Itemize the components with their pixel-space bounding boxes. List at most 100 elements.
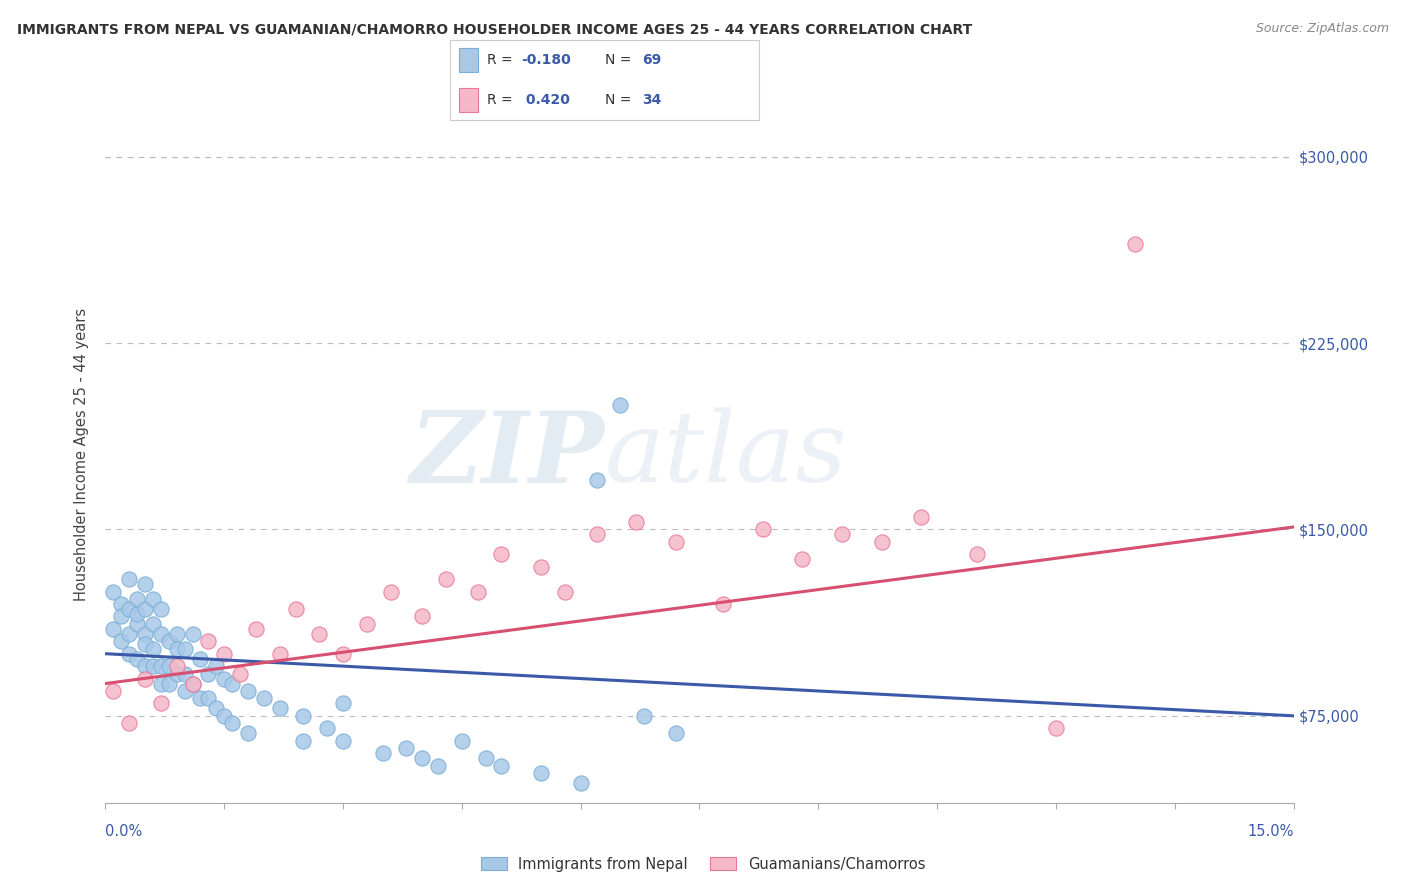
FancyBboxPatch shape — [460, 88, 478, 112]
Point — [214, 647, 236, 661]
Point — [380, 584, 402, 599]
FancyBboxPatch shape — [460, 48, 478, 72]
Point — [181, 627, 204, 641]
Point — [214, 672, 236, 686]
Point — [491, 547, 513, 561]
Text: R =: R = — [486, 54, 517, 67]
Point — [870, 534, 893, 549]
Point — [269, 647, 291, 661]
Point — [181, 676, 204, 690]
Point — [142, 641, 165, 656]
Point — [118, 716, 141, 731]
Point — [197, 691, 219, 706]
Text: ZIP: ZIP — [409, 407, 605, 503]
Text: 34: 34 — [641, 94, 661, 107]
Point — [166, 641, 188, 656]
Point — [752, 523, 775, 537]
Y-axis label: Householder Income Ages 25 - 44 years: Householder Income Ages 25 - 44 years — [75, 309, 90, 601]
Text: N =: N = — [605, 54, 636, 67]
Point — [530, 766, 553, 780]
Point — [173, 684, 195, 698]
Point — [197, 634, 219, 648]
Point — [831, 527, 853, 541]
Point — [166, 659, 188, 673]
Point — [966, 547, 988, 561]
Point — [284, 602, 307, 616]
Point — [103, 622, 125, 636]
Point — [245, 622, 267, 636]
Point — [450, 733, 472, 747]
Point — [332, 647, 354, 661]
Point — [221, 716, 243, 731]
Point — [103, 684, 125, 698]
Point — [149, 627, 172, 641]
Text: Source: ZipAtlas.com: Source: ZipAtlas.com — [1256, 22, 1389, 36]
Point — [157, 676, 180, 690]
Point — [554, 584, 576, 599]
Point — [434, 572, 457, 586]
Point — [205, 701, 228, 715]
Point — [127, 607, 149, 621]
Text: IMMIGRANTS FROM NEPAL VS GUAMANIAN/CHAMORRO HOUSEHOLDER INCOME AGES 25 - 44 YEAR: IMMIGRANTS FROM NEPAL VS GUAMANIAN/CHAMO… — [17, 22, 972, 37]
Point — [173, 641, 195, 656]
Point — [166, 627, 188, 641]
Point — [118, 602, 141, 616]
Point — [157, 634, 180, 648]
Point — [142, 659, 165, 673]
Point — [633, 708, 655, 723]
Point — [1123, 236, 1146, 251]
Point — [134, 637, 156, 651]
Point — [269, 701, 291, 715]
Point — [118, 572, 141, 586]
Point — [214, 708, 236, 723]
Point — [371, 746, 394, 760]
Point — [110, 597, 132, 611]
Text: -0.180: -0.180 — [522, 54, 571, 67]
Legend: Immigrants from Nepal, Guamanians/Chamorros: Immigrants from Nepal, Guamanians/Chamor… — [475, 851, 931, 878]
Point — [236, 684, 259, 698]
Point — [166, 666, 188, 681]
Text: 69: 69 — [641, 54, 661, 67]
Point — [411, 609, 433, 624]
Point — [103, 584, 125, 599]
Point — [474, 751, 496, 765]
Point — [134, 577, 156, 591]
Point — [149, 676, 172, 690]
Point — [205, 659, 228, 673]
Point — [134, 659, 156, 673]
Point — [142, 616, 165, 631]
Point — [624, 515, 647, 529]
Point — [316, 721, 339, 735]
Point — [308, 627, 330, 641]
Point — [792, 552, 814, 566]
Point — [190, 691, 212, 706]
Point — [530, 559, 553, 574]
Text: 0.0%: 0.0% — [105, 824, 142, 838]
Point — [197, 666, 219, 681]
Point — [127, 651, 149, 665]
Point — [356, 616, 378, 631]
Point — [110, 609, 132, 624]
Point — [491, 758, 513, 772]
Point — [110, 634, 132, 648]
Point — [157, 659, 180, 673]
Point — [134, 627, 156, 641]
Text: 15.0%: 15.0% — [1247, 824, 1294, 838]
Text: R =: R = — [486, 94, 517, 107]
Point — [332, 697, 354, 711]
Point — [665, 534, 688, 549]
Point — [221, 676, 243, 690]
Point — [395, 741, 418, 756]
Point — [910, 510, 932, 524]
Point — [229, 666, 252, 681]
Point — [411, 751, 433, 765]
Point — [292, 733, 315, 747]
Point — [142, 592, 165, 607]
Point — [127, 592, 149, 607]
Point — [585, 527, 607, 541]
Point — [585, 473, 607, 487]
Point — [427, 758, 450, 772]
Point — [467, 584, 489, 599]
Text: N =: N = — [605, 94, 636, 107]
Point — [1045, 721, 1067, 735]
